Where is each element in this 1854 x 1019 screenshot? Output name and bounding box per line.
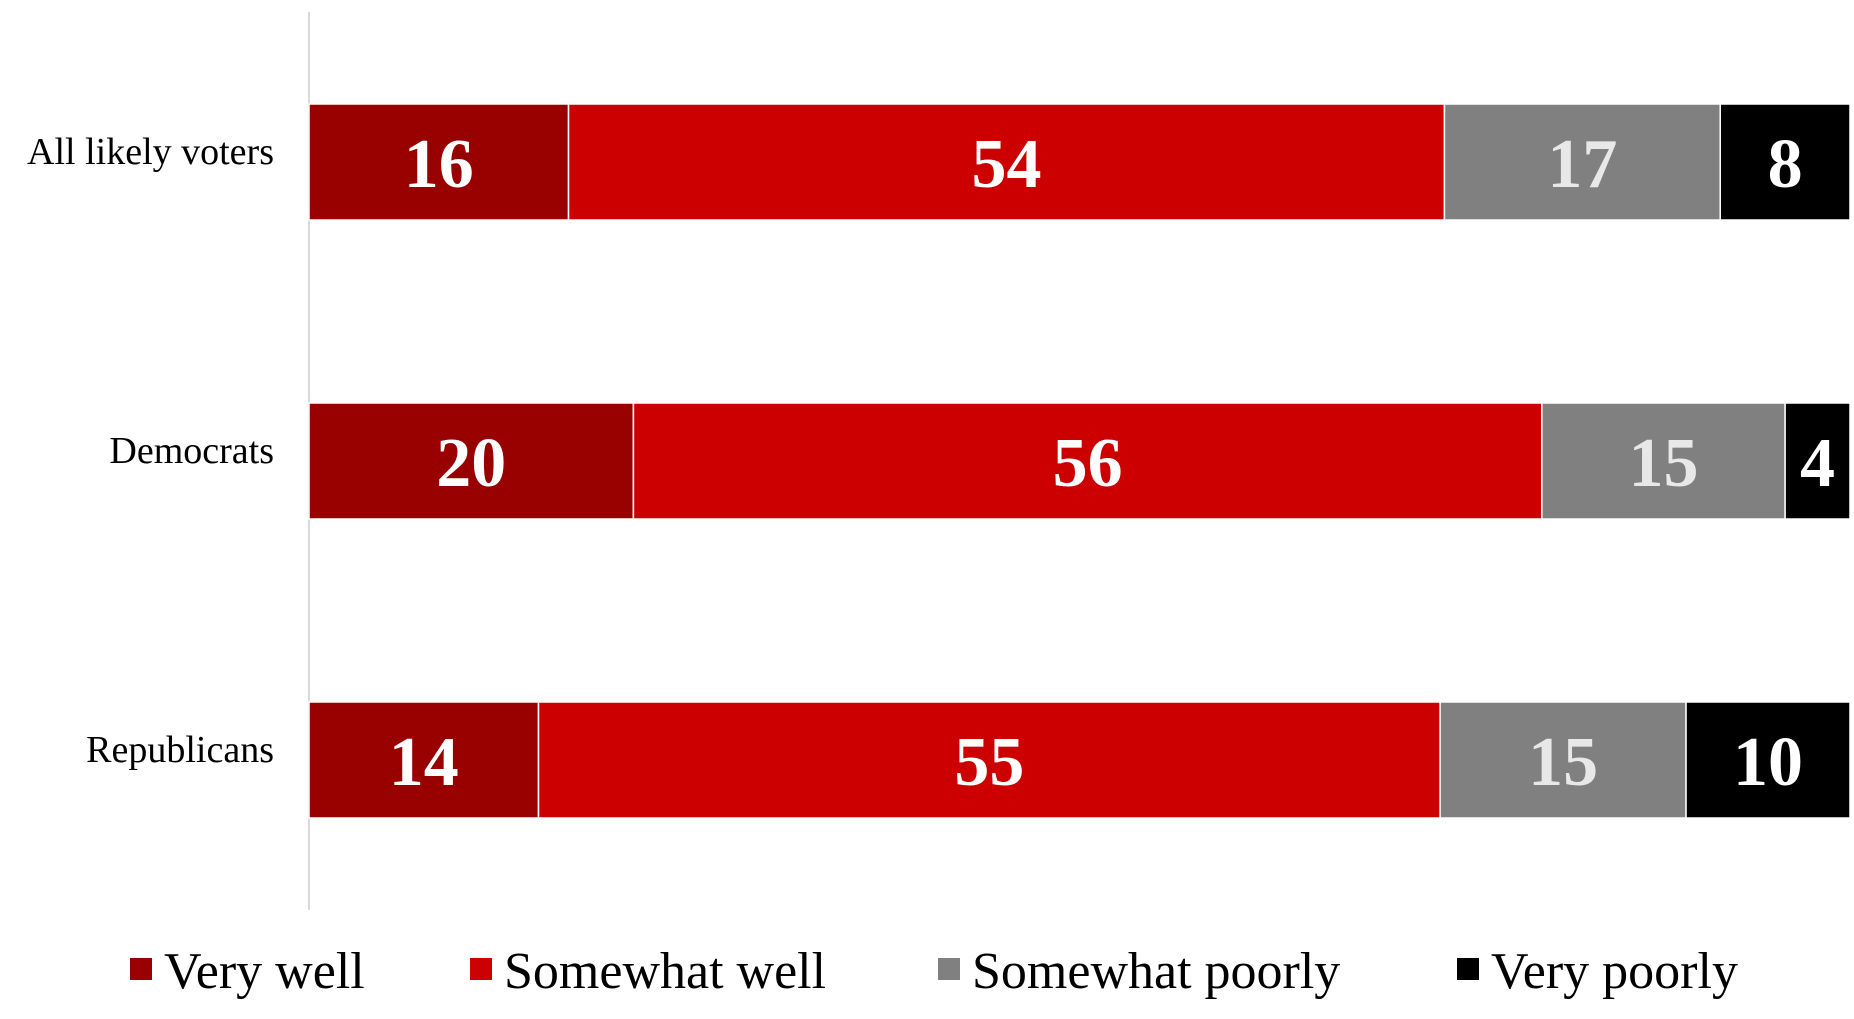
legend-swatch-very-poorly — [1457, 958, 1479, 980]
category-label-republicans: Republicans — [86, 729, 274, 771]
category-labels: All likely voters Democrats Republicans — [27, 131, 274, 771]
data-label-republicans-very-poorly: 10 — [1733, 724, 1803, 801]
data-label-all-likely-voters-somewhat-poorly: 17 — [1547, 126, 1617, 203]
bar-all-likely-voters-somewhat-well — [567, 103, 1446, 221]
data-label-democrats-very-poorly: 4 — [1800, 425, 1835, 502]
legend-label-very-well: Very well — [164, 943, 365, 1000]
data-label-all-likely-voters-very-well: 16 — [404, 126, 474, 203]
legend-swatch-very-well — [130, 958, 152, 980]
legend: Very well Somewhat well Somewhat poorly Ver… — [130, 943, 1738, 1000]
bar-all-likely-voters-somewhat-poorly — [1443, 103, 1721, 221]
data-label-republicans-very-well: 14 — [389, 724, 459, 801]
bar-all-likely-voters-very-poorly — [1719, 103, 1851, 221]
bar-republicans-very-poorly — [1685, 701, 1851, 819]
legend-label-somewhat-well: Somewhat well — [504, 943, 826, 1000]
data-label-all-likely-voters-somewhat-well: 54 — [972, 126, 1042, 203]
legend-label-somewhat-poorly: Somewhat poorly — [972, 943, 1340, 1000]
bar-democrats-somewhat-well — [632, 402, 1543, 520]
legend-label-very-poorly: Very poorly — [1491, 943, 1738, 1000]
bar-all-likely-voters-very-well — [308, 103, 570, 221]
data-label-all-likely-voters-very-poorly: 8 — [1768, 126, 1803, 203]
bar-republicans-very-well — [308, 701, 540, 819]
bar-democrats-very-poorly — [1784, 402, 1851, 520]
bar-republicans-somewhat-well — [537, 701, 1441, 819]
category-label-democrats: Democrats — [109, 430, 274, 472]
bar-group: 16 54 17 8 20 56 15 4 14 55 15 10 — [308, 103, 1851, 819]
data-label-democrats-very-well: 20 — [436, 425, 506, 502]
bar-republicans-somewhat-poorly — [1439, 701, 1687, 819]
data-label-democrats-somewhat-poorly: 15 — [1628, 425, 1698, 502]
data-label-republicans-somewhat-well: 55 — [954, 724, 1024, 801]
legend-swatch-somewhat-poorly — [938, 958, 960, 980]
legend-swatch-somewhat-well — [470, 958, 492, 980]
data-label-democrats-somewhat-well: 56 — [1053, 425, 1123, 502]
data-label-republicans-somewhat-poorly: 15 — [1528, 724, 1598, 801]
category-label-all-likely-voters: All likely voters — [27, 131, 274, 173]
